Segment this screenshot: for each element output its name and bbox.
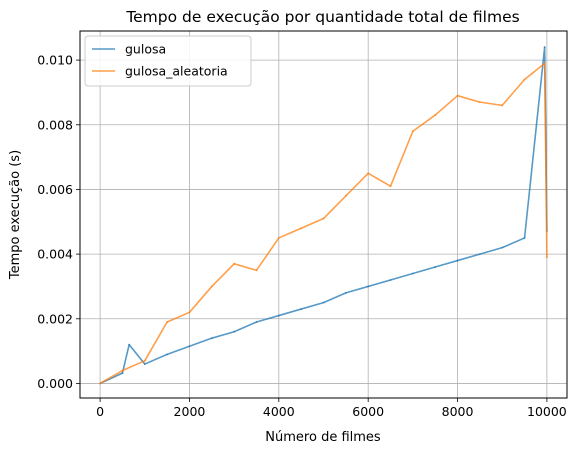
data-point-gulosa-aleatoria bbox=[188, 311, 191, 314]
data-point-gulosa-aleatoria bbox=[523, 78, 526, 81]
x-tick-label: 10000 bbox=[527, 404, 567, 419]
data-point-gulosa bbox=[277, 314, 280, 317]
x-tick-label: 0 bbox=[96, 404, 104, 419]
data-point-gulosa-aleatoria bbox=[456, 94, 459, 97]
legend-label-gulosa: gulosa bbox=[125, 42, 166, 57]
y-tick-label: 0.004 bbox=[37, 247, 73, 262]
data-point-gulosa bbox=[128, 343, 131, 346]
data-point-gulosa bbox=[389, 279, 392, 281]
data-point-gulosa bbox=[344, 292, 347, 294]
data-point-gulosa bbox=[411, 272, 414, 275]
y-tick-label: 0.002 bbox=[37, 311, 73, 326]
data-point-gulosa bbox=[188, 345, 191, 348]
data-point-gulosa-aleatoria bbox=[367, 172, 370, 175]
data-point-gulosa bbox=[210, 337, 213, 340]
data-point-gulosa-aleatoria bbox=[277, 237, 280, 239]
data-point-gulosa-aleatoria bbox=[143, 359, 146, 362]
series-layer bbox=[99, 46, 548, 385]
y-tick-label: 0.010 bbox=[37, 53, 73, 68]
data-point-gulosa bbox=[300, 308, 303, 310]
data-point-gulosa-aleatoria bbox=[121, 369, 124, 372]
legend: gulosa gulosa_aleatoria bbox=[84, 35, 252, 87]
data-point-gulosa bbox=[434, 266, 437, 268]
data-point-gulosa-aleatoria bbox=[166, 321, 169, 323]
chart-title: Tempo de execução por quantidade total d… bbox=[125, 8, 519, 26]
data-point-gulosa-aleatoria bbox=[233, 262, 236, 265]
y-tick-label: 0.000 bbox=[37, 376, 73, 391]
data-point-gulosa-aleatoria bbox=[344, 195, 347, 197]
data-point-gulosa-aleatoria bbox=[389, 185, 392, 188]
y-axis-label: Tempo execução (s) bbox=[8, 150, 23, 280]
legend-label-gulosa-aleatoria: gulosa_aleatoria bbox=[125, 64, 228, 79]
x-axis-label: Número de filmes bbox=[265, 430, 381, 445]
grid bbox=[80, 31, 567, 398]
data-point-gulosa-aleatoria bbox=[545, 256, 548, 259]
data-point-gulosa-aleatoria bbox=[478, 101, 481, 104]
data-point-gulosa bbox=[478, 253, 481, 256]
legend-box bbox=[84, 35, 252, 87]
data-point-gulosa-aleatoria bbox=[322, 217, 325, 220]
y-tick-label: 0.006 bbox=[37, 182, 73, 197]
plot-frame bbox=[79, 30, 568, 399]
data-point-gulosa bbox=[523, 237, 526, 239]
data-point-gulosa bbox=[121, 372, 124, 374]
data-point-gulosa bbox=[233, 330, 236, 333]
data-point-gulosa bbox=[322, 301, 325, 304]
series-line-gulosa-aleatoria bbox=[99, 62, 548, 385]
data-point-gulosa bbox=[501, 246, 504, 249]
data-point-gulosa-aleatoria bbox=[210, 285, 213, 288]
x-tick-label: 4000 bbox=[263, 404, 295, 419]
data-point-gulosa-aleatoria bbox=[501, 104, 504, 107]
x-tick-label: 2000 bbox=[174, 404, 206, 419]
data-point-gulosa-aleatoria bbox=[434, 114, 437, 116]
data-point-gulosa-aleatoria bbox=[99, 382, 102, 385]
data-point-gulosa-aleatoria bbox=[543, 62, 546, 65]
data-point-gulosa bbox=[367, 285, 370, 288]
data-point-gulosa-aleatoria bbox=[255, 269, 258, 272]
data-point-gulosa bbox=[166, 353, 169, 356]
data-point-gulosa-aleatoria bbox=[300, 227, 303, 230]
x-tick-label: 8000 bbox=[442, 404, 474, 419]
data-point-gulosa-aleatoria bbox=[411, 130, 414, 133]
data-point-gulosa bbox=[143, 363, 146, 365]
data-point-gulosa bbox=[255, 321, 258, 323]
x-tick-label: 6000 bbox=[352, 404, 384, 419]
data-point-gulosa bbox=[456, 259, 459, 262]
data-point-gulosa bbox=[543, 46, 546, 49]
ticks: 0 2000 4000 6000 8000 10000 0.000 0.002 0.004 0.0… bbox=[37, 53, 567, 419]
y-tick-label: 0.008 bbox=[37, 117, 73, 132]
